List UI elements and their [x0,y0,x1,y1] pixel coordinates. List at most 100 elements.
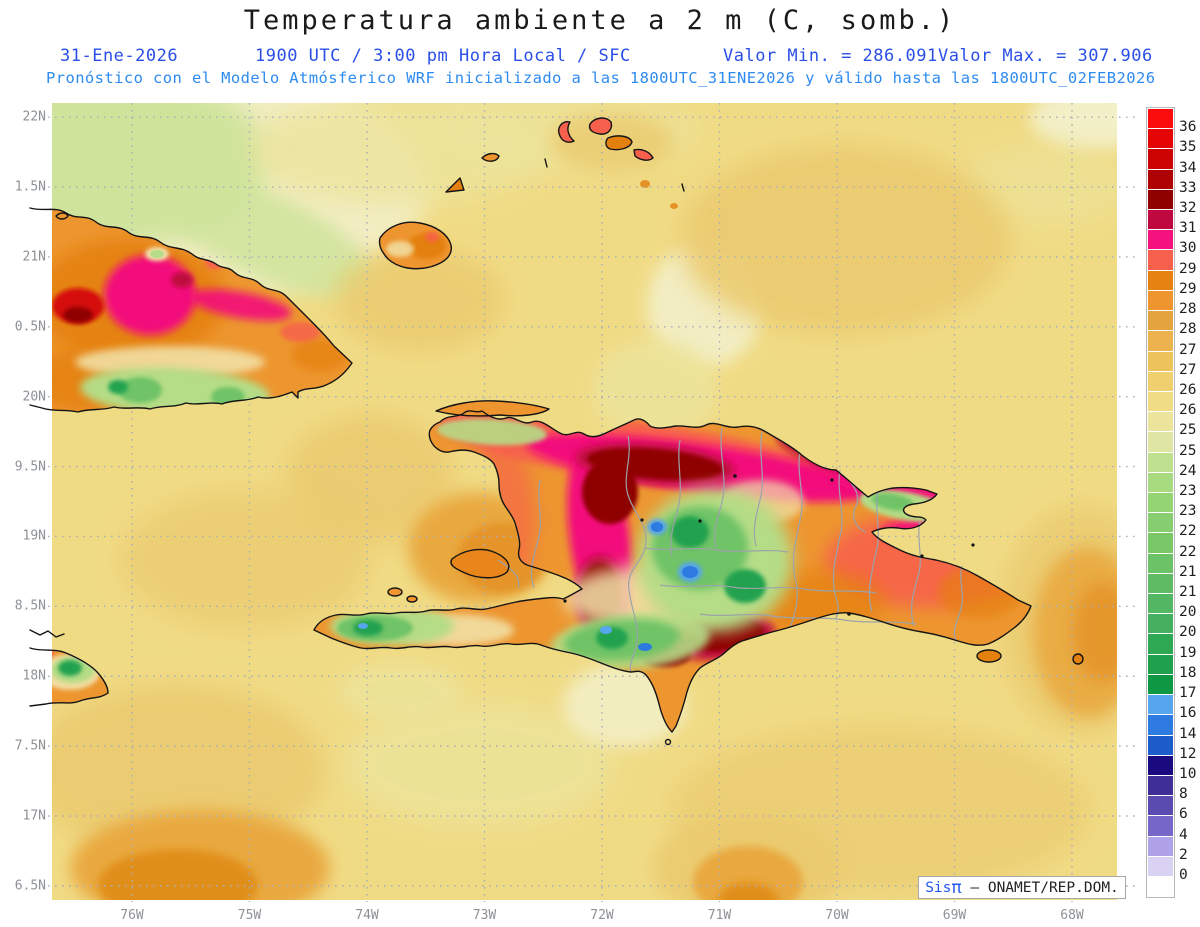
colorbar-label: 22.5 [1179,523,1200,540]
x-axis-label: 74W [355,908,379,923]
colorbar-label: 19 [1179,644,1197,661]
colorbar-label: 21.5 [1179,563,1200,580]
colorbar-label: 12 [1179,745,1197,762]
x-axis-label: 72W [590,908,614,923]
colorbar-label: 29.7 [1179,260,1200,277]
colorbar-label: 26.5 [1179,381,1200,398]
colorbar-cell [1147,471,1174,493]
colorbar-label: 36 [1179,119,1197,136]
x-axis-label: 71W [707,908,732,923]
y-axis-label: 22N [22,109,46,125]
colorbar-label: 10 [1179,765,1197,782]
colorbar-label: 20 [1179,624,1197,641]
colorbar-label: 33 [1179,179,1197,196]
colorbar-cell [1147,188,1174,211]
y-axis-label: 19N [22,528,46,544]
y-axis-label: 6.5N [14,878,46,894]
y-axis-label: 9.5N [14,459,46,475]
header-date: 31-Ene-2026 [60,46,179,66]
colorbar-label: 0 [1179,866,1188,883]
colorbar-label: 35 [1179,139,1197,156]
watermark-box: Sis π – ONAMET/REP.DOM. [918,876,1126,899]
header-forecast-line: Pronóstico con el Modelo Atmósferico WRF… [46,69,1156,87]
x-axis-label: 75W [237,908,262,923]
colorbar-cell [1147,128,1174,150]
y-axis-label: 20N [22,389,46,405]
colorbar-cell [1147,229,1174,251]
colorbar-cell [1147,411,1174,433]
colorbar-cell [1147,209,1174,231]
colorbar-cell [1147,451,1174,473]
header-valor-max: Valor Max. = 307.906 [938,46,1153,66]
colorbar-label: 25.5 [1179,422,1200,439]
colorbar-label: 17 [1179,685,1197,702]
colorbar-cell [1147,330,1174,352]
colorbar-label: 16 [1179,705,1197,722]
colorbar-cell [1147,815,1174,837]
colorbar-cell [1147,795,1174,817]
y-axis-label: 0.5N [14,319,46,335]
colorbar-cell [1147,613,1174,635]
y-axis: 22N 1.5N 21N 0.5N 20N 9.5N 19N 8.5N 18N 7.5N 17N 6.… [0,0,46,927]
colorbar-label: 22 [1179,543,1197,560]
colorbar-label: 29 [1179,280,1197,297]
colorbar-cell [1147,572,1174,595]
colorbar-cell [1147,694,1174,716]
colorbar-label: 20.5 [1179,604,1200,621]
colorbar-cell [1147,754,1174,776]
y-axis-label: 1.5N [14,179,46,195]
colorbar-cell [1147,269,1174,291]
colorbar-cell [1147,774,1174,797]
watermark-pi-icon: π [951,877,962,898]
colorbar-cell [1147,875,1174,898]
page-title: Temperatura ambiente a 2 m (C, somb.) [243,5,957,36]
colorbar-cell [1147,552,1174,574]
colorbar-cell [1147,673,1174,696]
colorbar [1146,107,1175,898]
colorbar-label: 8 [1179,786,1188,803]
x-axis-label: 69W [942,908,967,923]
colorbar-cell [1147,855,1174,877]
colorbar-cell [1147,431,1174,453]
watermark-org: – ONAMET/REP.DOM. [961,879,1119,896]
colorbar-cell [1147,734,1174,756]
colorbar-cell [1147,108,1174,130]
colorbar-label: 18 [1179,664,1197,681]
colorbar-label: 25 [1179,442,1197,459]
colorbar-label: 21 [1179,584,1197,601]
x-axis-label: 70W [825,908,849,923]
colorbar-cell [1147,370,1174,392]
colorbar-cell [1147,310,1174,332]
y-axis-label: 17N [22,808,46,824]
colorbar-cell [1147,289,1174,312]
station-dots [563,474,975,616]
colorbar-label: 28.5 [1179,301,1200,318]
colorbar-cell [1147,532,1174,554]
colorbar-labels: 363534333231.530.729.72928.52827.52726.5… [1179,107,1200,907]
colorbar-label: 14 [1179,725,1197,742]
colorbar-cell [1147,168,1174,190]
colorbar-label: 4 [1179,826,1188,843]
y-axis-label: 21N [22,249,46,265]
watermark-sis: Sis [925,879,952,896]
header-valor-min: Valor Min. = 286.091 [723,46,938,66]
colorbar-cell [1147,633,1174,655]
x-axis-label: 76W [120,908,144,923]
y-axis-label: 18N [22,668,46,684]
y-axis-label: 8.5N [14,598,46,614]
colorbar-label: 26 [1179,402,1197,419]
colorbar-cell [1147,249,1174,271]
x-axis-label: 68W [1060,908,1084,923]
colorbar-label: 28 [1179,321,1197,338]
colorbar-label: 2 [1179,846,1188,863]
colorbar-label: 34 [1179,159,1197,176]
colorbar-cell [1147,491,1174,514]
colorbar-cell [1147,350,1174,372]
x-axis: 76W 75W 74W 73W 72W 71W 70W 69W 68W [0,908,1200,926]
colorbar-cell [1147,714,1174,736]
colorbar-label: 23.5 [1179,482,1200,499]
colorbar-label: 31.5 [1179,220,1200,237]
coastlines [29,117,1084,746]
